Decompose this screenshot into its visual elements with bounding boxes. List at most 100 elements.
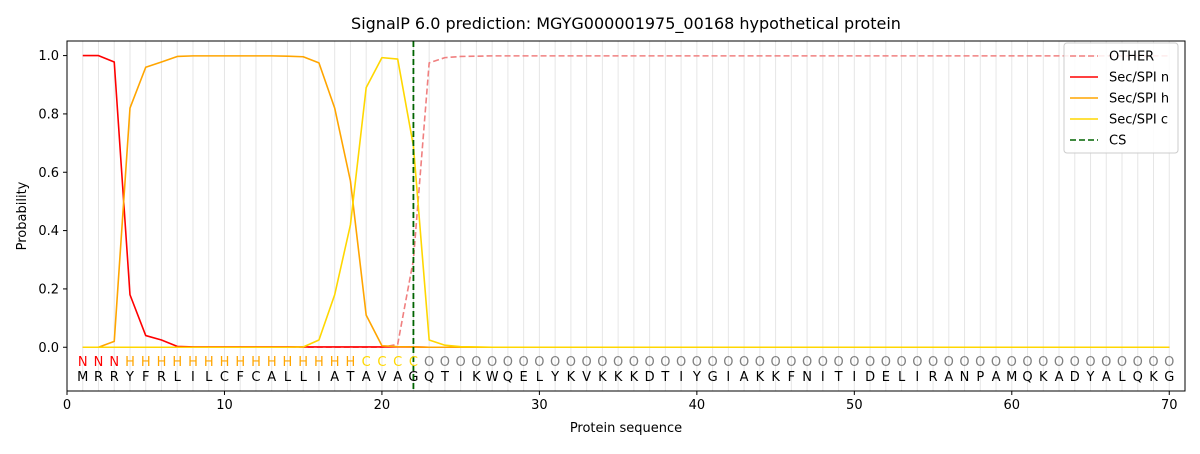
region-label: O [1022,355,1032,370]
residue-label: A [267,370,276,385]
region-label: H [141,355,151,370]
region-label: O [692,355,702,370]
region-label: H [235,355,245,370]
residue-label: I [821,370,825,385]
region-label: H [267,355,277,370]
residue-label: D [865,370,875,385]
region-label: H [125,355,135,370]
residue-label: V [377,370,386,385]
region-label: O [613,355,623,370]
residue-label: L [898,370,906,385]
residue-label: G [708,370,718,385]
residue-label: K [1039,370,1048,385]
x-axis-label: Protein sequence [570,421,682,436]
residue-label: L [174,370,182,385]
residue-label: R [94,370,103,385]
residue-label: T [440,370,449,385]
region-label: O [566,355,576,370]
residue-label: I [191,370,195,385]
y-tick-label: 1.0 [38,49,59,64]
region-label: O [865,355,875,370]
x-tick-label: 70 [1161,398,1178,413]
region-label: O [487,355,497,370]
region-label: O [818,355,828,370]
residue-label: W [486,370,499,385]
x-tick-label: 50 [846,398,863,413]
series-line-sec-spi-n [82,54,1170,349]
region-label: O [739,355,749,370]
y-tick-label: 0.8 [38,107,59,122]
region-label: O [550,355,560,370]
region-label: O [912,355,922,370]
residue-label: A [992,370,1001,385]
region-label: O [456,355,466,370]
x-tick-label: 20 [374,398,391,413]
region-label: O [660,355,670,370]
residue-label: T [834,370,843,385]
residue-label: V [582,370,591,385]
region-label: H [157,355,167,370]
residue-label: I [915,370,919,385]
residue-label: G [408,370,418,385]
residue-label: A [740,370,749,385]
region-label: O [582,355,592,370]
residue-label: C [251,370,260,385]
region-label: O [959,355,969,370]
residue-label: K [614,370,623,385]
x-tick-label: 40 [689,398,706,413]
y-tick-label: 0.4 [38,224,59,239]
region-label: O [1038,355,1048,370]
residue-label: L [1118,370,1126,385]
series-line-sec-spi-c [82,56,1170,349]
grid-layer [82,41,1170,391]
residue-label: K [630,370,639,385]
residue-label: Y [1086,370,1095,385]
residue-label: P [976,370,984,385]
region-label: O [944,355,954,370]
region-label: H [204,355,214,370]
residue-label: Q [1133,370,1143,385]
residue-label: L [284,370,292,385]
residue-label: F [788,370,795,385]
residue-label: Y [692,370,701,385]
region-label: O [597,355,607,370]
region-label: H [314,355,324,370]
x-tick-label: 30 [531,398,548,413]
region-label: O [1007,355,1017,370]
residue-label: Y [550,370,559,385]
region-label: H [172,355,182,370]
residue-label: T [660,370,669,385]
region-label: O [770,355,780,370]
residue-label: K [598,370,607,385]
y-tick-label: 0.0 [38,341,59,356]
region-label: H [283,355,293,370]
region-label: O [1054,355,1064,370]
residue-label: I [852,370,856,385]
region-label: O [707,355,717,370]
region-label: O [471,355,481,370]
region-label: O [1085,355,1095,370]
region-label: O [1133,355,1143,370]
residue-label: N [960,370,970,385]
residue-label: Q [503,370,513,385]
residue-label: I [459,370,463,385]
residue-label: E [882,370,890,385]
residue-label: D [645,370,655,385]
residue-label: R [929,370,938,385]
region-label: O [424,355,434,370]
residue-label: F [236,370,243,385]
region-label: H [346,355,356,370]
region-label: O [896,355,906,370]
residue-label: L [205,370,213,385]
residue-label: L [536,370,544,385]
residue-label: I [317,370,321,385]
region-label: O [991,355,1001,370]
residue-label: A [330,370,339,385]
residue-label: A [944,370,953,385]
region-label: O [833,355,843,370]
region-label: O [849,355,859,370]
region-label: H [330,355,340,370]
series-line-other [82,55,1170,349]
